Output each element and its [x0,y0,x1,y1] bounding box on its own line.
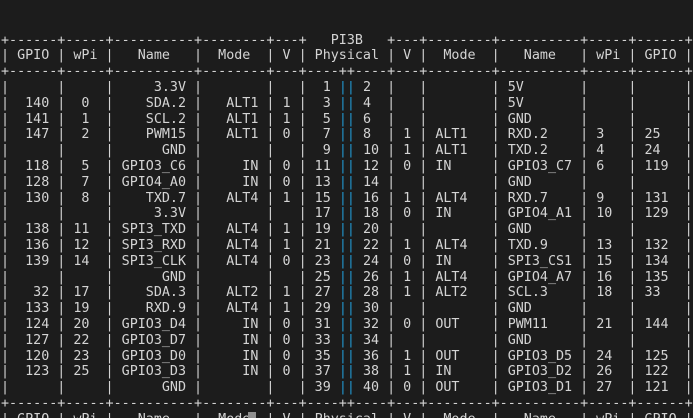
gpio-pin-row: | 136 | 12 | SPI3_RXD | ALT4 | 1 | 21 ||… [1,238,693,254]
gpio-pin-row: | 124 | 20 | GPIO3_D4 | IN | 0 | 31 || 3… [1,317,693,333]
row-left-cells: | 141 | 1 | SCL.2 | ALT1 | 1 | 5 [1,111,339,127]
gpio-pin-row: | | | 3.3V | | | 1 || 2 | | | 5V | | | [1,80,693,96]
row-left-cells: | 32 | 17 | SDA.3 | ALT2 | 1 | 27 [1,285,339,301]
gpio-pin-row: | 123 | 25 | GPIO3_D3 | IN | 0 | 37 || 3… [1,364,693,380]
physical-divider: || [338,364,355,380]
row-left-cells: | | | 3.3V | | | 17 [1,206,339,222]
gpio-pin-row: | | | 3.3V | | | 17 || 18 | 0 | IN | GPI… [1,206,693,222]
terminal-cursor [248,412,256,418]
row-right-cells: 12 | 0 | IN | GPIO3_C7 | 6 | 119 | [354,158,693,174]
row-left-cells: | 118 | 5 | GPIO3_C6 | IN | 0 | 11 [1,158,339,174]
row-left-cells: | | | 3.3V | | | 1 [1,79,339,95]
table-separator: +------+-----+----------+--------+---+--… [1,64,693,80]
row-right-cells: 18 | 0 | IN | GPIO4_A1 | 10 | 129 | [354,206,693,222]
row-right-cells: 36 | 1 | OUT | GPIO3_D5 | 24 | 125 | [354,348,693,364]
physical-divider: || [338,95,355,111]
row-right-cells: 24 | 0 | IN | SPI3_CS1 | 15 | 134 | [354,253,693,269]
row-right-cells: 14 | | | GND | | | [354,174,693,190]
gpio-pin-row: | 120 | 23 | GPIO3_D0 | IN | 0 | 35 || 3… [1,349,693,365]
physical-divider: || [338,222,355,238]
row-right-cells: 34 | | | GND | | | [354,332,693,348]
physical-divider: || [338,316,355,332]
physical-divider: || [338,174,355,190]
row-left-cells: | | | GND | | | 9 [1,143,339,159]
gpio-pin-row: | 32 | 17 | SDA.3 | ALT2 | 1 | 27 || 28 … [1,285,693,301]
row-right-cells: 8 | 1 | ALT1 | RXD.2 | 3 | 25 | [354,127,693,143]
gpio-pin-row: | 138 | 11 | SPI3_TXD | ALT4 | 1 | 19 ||… [1,222,693,238]
gpio-pin-row: | 118 | 5 | GPIO3_C6 | IN | 0 | 11 || 12… [1,159,693,175]
row-right-cells: 22 | 1 | ALT4 | TXD.9 | 13 | 132 | [354,237,693,253]
row-left-cells: | 138 | 11 | SPI3_TXD | ALT4 | 1 | 19 [1,222,339,238]
physical-divider: || [338,158,355,174]
gpio-pin-row: | 130 | 8 | TXD.7 | ALT4 | 1 | 15 || 16 … [1,191,693,207]
physical-divider: || [338,285,355,301]
gpio-pin-row: | 141 | 1 | SCL.2 | ALT1 | 1 | 5 || 6 | … [1,112,693,128]
row-left-cells: | 120 | 23 | GPIO3_D0 | IN | 0 | 35 [1,348,339,364]
row-left-cells: | 147 | 2 | PWM15 | ALT1 | 0 | 7 [1,127,339,143]
row-left-cells: | 128 | 7 | GPIO4_A0 | IN | 0 | 13 [1,174,339,190]
table-header-row: | GPIO | wPi | Name | Mode | V | Physica… [1,48,693,64]
gpio-pin-row: | | | GND | | | 39 || 40 | 0 | OUT | GPI… [1,380,693,396]
row-left-cells: | 136 | 12 | SPI3_RXD | ALT4 | 1 | 21 [1,237,339,253]
gpio-pin-row: | 139 | 14 | SPI3_CLK | ALT4 | 0 | 23 ||… [1,254,693,270]
physical-divider: || [338,79,355,95]
gpio-pin-row: | 147 | 2 | PWM15 | ALT1 | 0 | 7 || 8 | … [1,127,693,143]
physical-divider: || [338,127,355,143]
physical-divider: || [338,332,355,348]
gpio-pin-row: | 133 | 19 | RXD.9 | ALT4 | 1 | 29 || 30… [1,301,693,317]
row-right-cells: 32 | 0 | OUT | PWM11 | 21 | 144 | [354,316,693,332]
row-left-cells: | 127 | 22 | GPIO3_D7 | IN | 0 | 33 [1,332,339,348]
gpio-pin-row: | | | GND | | | 25 || 26 | 1 | ALT4 | GP… [1,270,693,286]
gpio-pin-row: | 128 | 7 | GPIO4_A0 | IN | 0 | 13 || 14… [1,175,693,191]
table-footer-header-row: | GPIO | wPi | Name | Mode | V | Physica… [1,412,693,418]
row-left-cells: | 130 | 8 | TXD.7 | ALT4 | 1 | 15 [1,190,339,206]
row-right-cells: 30 | | | GND | | | [354,301,693,317]
row-right-cells: 4 | | | 5V | | | [354,95,693,111]
gpio-pin-row: | 140 | 0 | SDA.2 | ALT1 | 1 | 3 || 4 | … [1,96,693,112]
row-right-cells: 2 | | | 5V | | | [354,79,693,95]
physical-divider: || [338,237,355,253]
row-right-cells: 28 | 1 | ALT2 | SCL.3 | 18 | 33 | [354,285,693,301]
row-right-cells: 20 | | | GND | | | [354,222,693,238]
gpio-readall-table: +------+-----+----------+--------+---+ P… [1,33,693,418]
physical-divider: || [338,143,355,159]
table-top-border-title: +------+-----+----------+--------+---+ P… [1,32,693,48]
row-left-cells: | 124 | 20 | GPIO3_D4 | IN | 0 | 31 [1,316,339,332]
row-right-cells: 6 | | | GND | | | [354,111,693,127]
physical-divider: || [338,206,355,222]
physical-divider: || [338,301,355,317]
row-left-cells: | 133 | 19 | RXD.9 | ALT4 | 1 | 29 [1,301,339,317]
physical-divider: || [338,190,355,206]
physical-divider: || [338,111,355,127]
physical-divider: || [338,253,355,269]
row-right-cells: 40 | 0 | OUT | GPIO3_D1 | 27 | 121 | [354,380,693,396]
gpio-pin-row: | | | GND | | | 9 || 10 | 1 | ALT1 | TXD… [1,143,693,159]
row-right-cells: 38 | 1 | IN | GPIO3_D2 | 26 | 122 | [354,364,693,380]
row-right-cells: 16 | 1 | ALT4 | RXD.7 | 9 | 131 | [354,190,693,206]
row-right-cells: 10 | 1 | ALT1 | TXD.2 | 4 | 24 | [354,143,693,159]
gpio-pin-row: | 127 | 22 | GPIO3_D7 | IN | 0 | 33 || 3… [1,333,693,349]
table-separator: +------+-----+----------+--------+---+--… [1,395,693,411]
physical-divider: || [338,348,355,364]
physical-divider: || [338,380,355,396]
physical-divider: || [338,269,355,285]
row-left-cells: | | | GND | | | 39 [1,380,339,396]
row-left-cells: | | | GND | | | 25 [1,269,339,285]
row-left-cells: | 140 | 0 | SDA.2 | ALT1 | 1 | 3 [1,95,339,111]
row-left-cells: | 123 | 25 | GPIO3_D3 | IN | 0 | 37 [1,364,339,380]
row-left-cells: | 139 | 14 | SPI3_CLK | ALT4 | 0 | 23 [1,253,339,269]
row-right-cells: 26 | 1 | ALT4 | GPIO4_A7 | 16 | 135 | [354,269,693,285]
